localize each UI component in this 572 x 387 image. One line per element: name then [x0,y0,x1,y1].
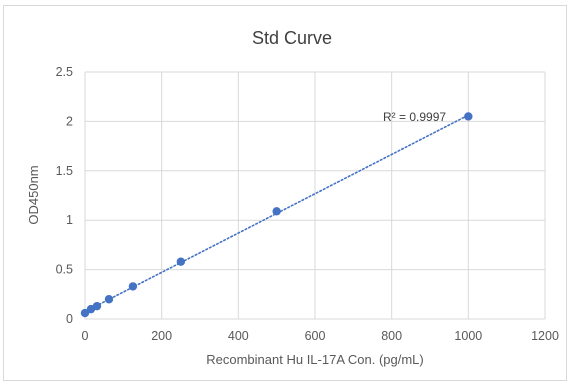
y-axis-label: OD450nm [26,165,41,224]
gridlines [84,71,546,320]
data-point [272,207,281,216]
x-tick-labels: 0 200 400 600 800 1000 1200 [82,329,559,343]
data-point [176,257,186,266]
data-point [128,282,138,291]
y-tick-label: 1 [66,213,73,227]
y-tick-label: 2 [66,114,73,128]
x-tick-label: 1000 [454,329,482,343]
r-squared-label: R² = 0.9997 [383,110,446,124]
x-axis-label: Recombinant Hu IL-17A Con. (pg/mL) [206,352,424,367]
x-tick-label: 200 [151,329,172,343]
x-tick-label: 0 [82,329,89,343]
y-tick-label: 0 [66,312,73,326]
points-layer [80,112,473,318]
y-tick-label: 1.5 [56,164,73,178]
y-tick-labels: 0 0.5 1 1.5 2 2.5 [56,65,73,326]
data-point [92,301,102,311]
x-tick-label: 1200 [531,329,559,343]
y-tick-label: 0.5 [56,263,73,277]
x-tick-label: 800 [381,329,402,343]
chart-title: Std Curve [252,28,332,48]
x-tick-label: 400 [228,329,249,343]
data-point [104,295,114,304]
data-point [464,112,473,121]
chart-area [3,5,567,381]
y-tick-label: 2.5 [56,65,73,79]
data-point [80,308,90,318]
x-tick-label: 600 [305,329,326,343]
